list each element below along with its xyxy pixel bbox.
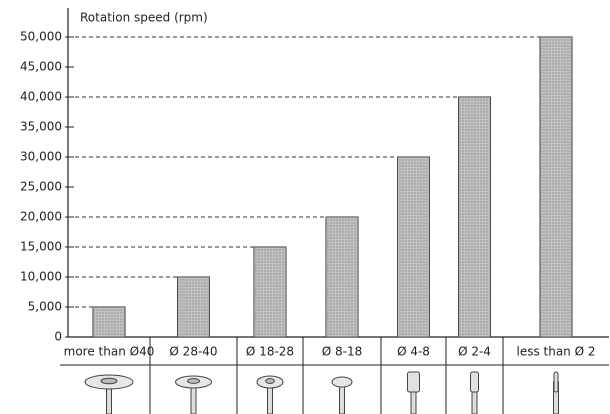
x-tick-label: Ø 8-18 [322,345,363,359]
tool-icon [554,372,559,414]
y-tick-label: 40,000 [20,90,62,104]
tool-hub [266,379,275,384]
y-tick-label: 15,000 [20,240,62,254]
y-tick-label: 10,000 [20,270,62,284]
x-tick-label: more than Ø40 [64,345,155,359]
bar-tint [254,247,286,337]
bar-tint [459,97,491,337]
tool-icon [471,372,479,414]
tool-icon [408,372,420,414]
tool-disc [332,377,352,387]
tool-icon [257,376,283,414]
bar-tint [326,217,358,337]
y-axis-label: Rotation speed (rpm) [80,11,208,25]
x-tick-label: less than Ø 2 [516,345,595,359]
tool-hub [188,379,200,384]
y-tick-label: 20,000 [20,210,62,224]
bar-tint [93,307,125,337]
bar-tint [398,157,430,337]
y-tick-label: 35,000 [20,120,62,134]
tool-icon [332,377,352,414]
y-tick-label: 45,000 [20,60,62,74]
y-tick-label: 0 [54,330,62,344]
tool-head [408,372,420,392]
bar-tint [178,277,210,337]
tool-icon [85,375,133,414]
tool-icon [176,376,212,414]
y-tick-label: 25,000 [20,180,62,194]
tool-head [554,372,558,392]
bar-tint [540,37,572,337]
x-tick-label: Ø 28-40 [169,345,217,359]
y-tick-label: 5,000 [28,300,62,314]
y-tick-label: 50,000 [20,30,62,44]
y-tick-label: 30,000 [20,150,62,164]
chart: Rotation speed (rpm) 0 5,000 10,000 15,000 2… [0,0,610,414]
x-tick-label: Ø 2-4 [458,345,491,359]
x-tick-label: Ø 18-28 [246,345,294,359]
x-tick-label: Ø 4-8 [397,345,430,359]
tool-head [471,372,479,392]
tool-hub [101,378,117,384]
